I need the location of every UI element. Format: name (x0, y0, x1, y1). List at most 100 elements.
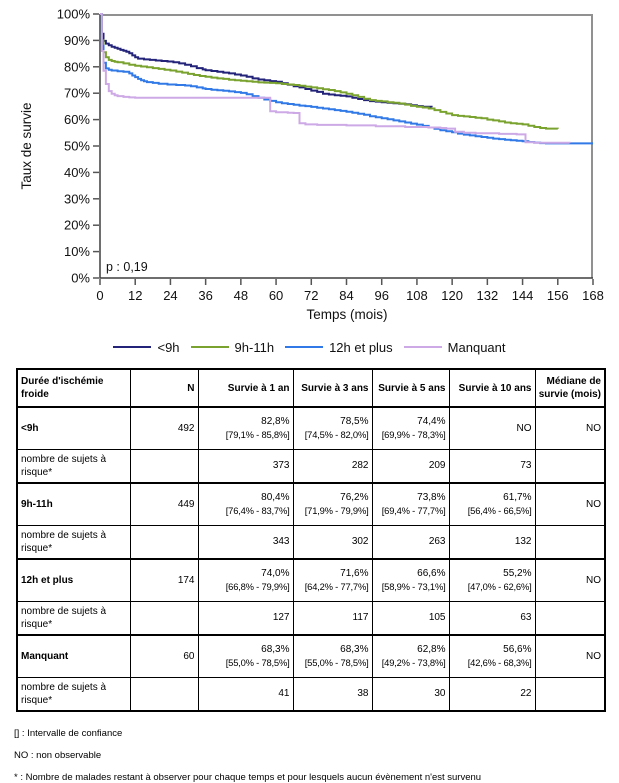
row-label: nombre de sujets à risque* (16, 677, 131, 712)
row-label: 9h-11h (16, 482, 131, 526)
row-label: nombre de sujets à risque* (16, 525, 131, 560)
at-risk-value: 117 (292, 601, 373, 636)
y-tick-label: 10% (64, 244, 90, 259)
x-axis-title: Temps (mois) (306, 307, 387, 322)
at-risk-value: 209 (371, 449, 450, 484)
survival-cell: 68,3% [55,0% - 78,5%] (197, 634, 294, 678)
n-value: 174 (129, 558, 199, 602)
x-tick-label: 24 (163, 288, 177, 303)
n-value (129, 525, 199, 560)
survival-cell: NO (448, 406, 536, 450)
x-tick-label: 96 (374, 288, 388, 303)
at-risk-value: 373 (197, 449, 294, 484)
y-tick-label: 80% (64, 59, 90, 74)
x-tick-label: 0 (96, 288, 103, 303)
table-row-at-risk: nombre de sujets à risque* 41 38 30 22 (16, 677, 606, 712)
x-tick-label: 60 (269, 288, 283, 303)
x-tick-label: 168 (582, 288, 604, 303)
footnote-at-risk: * : Nombre de malades restant à observer… (14, 772, 482, 783)
series-curve-Manquant (100, 13, 571, 144)
legend-line-swatch (113, 346, 152, 348)
column-header: Survie à 3 ans (292, 368, 373, 408)
at-risk-value: 41 (197, 677, 294, 712)
column-header: Durée d'ischémie froide (16, 368, 131, 408)
chart-generated-content: 0% 10% 20% 30% 40% 50% 60% 70% 80% 90% 100% 0 12 24 36… (57, 7, 604, 304)
n-value: 60 (129, 634, 199, 678)
mediane-value: NO (534, 558, 606, 602)
x-tick-label: 156 (547, 288, 569, 303)
n-value: 449 (129, 482, 199, 526)
footnote-non-observable: NO : non observable (14, 750, 102, 761)
at-risk-value: 343 (197, 525, 294, 560)
survival-cell: 76,2% [71,9% - 79,9%] (292, 482, 373, 526)
legend-item: Manquant (403, 339, 506, 355)
x-tick-label: 120 (441, 288, 463, 303)
survival-cell: 71,6% [64,2% - 77,7%] (292, 558, 373, 602)
table-row-group: <9h 492 82,8% [79,1% - 85,8%] 78,5% [74,5% - … (16, 406, 606, 450)
survival-cell: 82,8% [79,1% - 85,8%] (197, 406, 294, 450)
mediane-value: NO (534, 482, 606, 526)
survival-cell: 80,4% [76,4% - 83,7%] (197, 482, 294, 526)
survival-cell: 74,4% [69,9% - 78,3%] (371, 406, 450, 450)
table-row-group: 9h-11h 449 80,4% [76,4% - 83,7%] 76,2% [71,9%… (16, 482, 606, 526)
x-tick-label: 132 (477, 288, 499, 303)
survival-cell: 73,8% [69,4% - 77,7%] (371, 482, 450, 526)
series-curve-<9h (100, 13, 433, 108)
series-curve-9h-11h (100, 13, 559, 130)
survival-chart: 0% 10% 20% 30% 40% 50% 60% 70% 80% 90% 100% 0 12 24 36… (19, 7, 604, 323)
table-row-at-risk: nombre de sujets à risque* 127 117 105 63 (16, 601, 606, 636)
x-tick-label: 144 (512, 288, 534, 303)
survival-cell: 55,2% [47,0% - 62,6%] (448, 558, 536, 602)
mediane-value: NO (534, 406, 606, 450)
mediane-value (534, 601, 606, 636)
column-header: Médiane de survie (mois) (534, 368, 606, 408)
at-risk-value: 105 (371, 601, 450, 636)
at-risk-value: 38 (292, 677, 373, 712)
column-header: Survie à 1 an (197, 368, 294, 408)
y-tick-label: 100% (57, 7, 91, 22)
column-header: Survie à 5 ans (371, 368, 450, 408)
survival-cell: 56,6% [42,6% - 68,3%] (448, 634, 536, 678)
survival-cell: 66,6% [58,9% - 73,1%] (371, 558, 450, 602)
at-risk-value: 282 (292, 449, 373, 484)
chart-legend: <9h 9h-11h 12h et plus Manquant (0, 339, 619, 355)
legend-label: Manquant (447, 339, 506, 355)
mediane-value: NO (534, 634, 606, 678)
survival-cell: 78,5% [74,5% - 82,0%] (292, 406, 373, 450)
legend-line-swatch (285, 346, 324, 348)
at-risk-value: 132 (448, 525, 536, 560)
table-row-group: Manquant 60 68,3% [55,0% - 78,5%] 68,3% [55,0… (16, 634, 606, 678)
x-tick-label: 84 (339, 288, 353, 303)
plot-axes (99, 14, 593, 279)
legend-line-swatch (190, 346, 229, 348)
y-axis-title: Taux de survie (19, 102, 34, 189)
footnotes: [] : Intervalle de confiance NO : non ob… (14, 728, 619, 783)
at-risk-value: 63 (448, 601, 536, 636)
row-label: nombre de sujets à risque* (16, 601, 131, 636)
mediane-value (534, 525, 606, 560)
p-value-annotation: p : 0,19 (106, 260, 148, 274)
x-tick-label: 108 (406, 288, 428, 303)
column-header: Survie à 10 ans (448, 368, 536, 408)
survival-table: Durée d'ischémie froide N Survie à 1 an Sur… (16, 368, 606, 712)
at-risk-value: 302 (292, 525, 373, 560)
row-label: nombre de sujets à risque* (16, 449, 131, 484)
y-tick-label: 20% (64, 218, 90, 233)
legend-label: 12h et plus (329, 339, 393, 355)
at-risk-value: 73 (448, 449, 536, 484)
y-tick-label: 40% (64, 165, 90, 180)
survival-cell: 68,3% [55,0% - 78,5%] (292, 634, 373, 678)
legend-label: <9h (157, 339, 180, 355)
legend-item: 9h-11h (190, 340, 274, 355)
row-label: Manquant (16, 634, 131, 678)
y-tick-label: 90% (64, 33, 90, 48)
row-label: <9h (16, 406, 131, 450)
at-risk-value: 263 (371, 525, 450, 560)
n-value (129, 601, 199, 636)
legend-item: 12h et plus (285, 340, 393, 355)
x-tick-label: 48 (234, 288, 248, 303)
x-tick-label: 36 (198, 288, 212, 303)
column-header: N (129, 368, 199, 408)
row-label: 12h et plus (16, 558, 131, 602)
table-row-at-risk: nombre de sujets à risque* 373 282 209 73 (16, 449, 606, 484)
